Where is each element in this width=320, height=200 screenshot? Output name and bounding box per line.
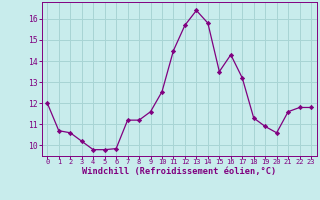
- X-axis label: Windchill (Refroidissement éolien,°C): Windchill (Refroidissement éolien,°C): [82, 167, 276, 176]
